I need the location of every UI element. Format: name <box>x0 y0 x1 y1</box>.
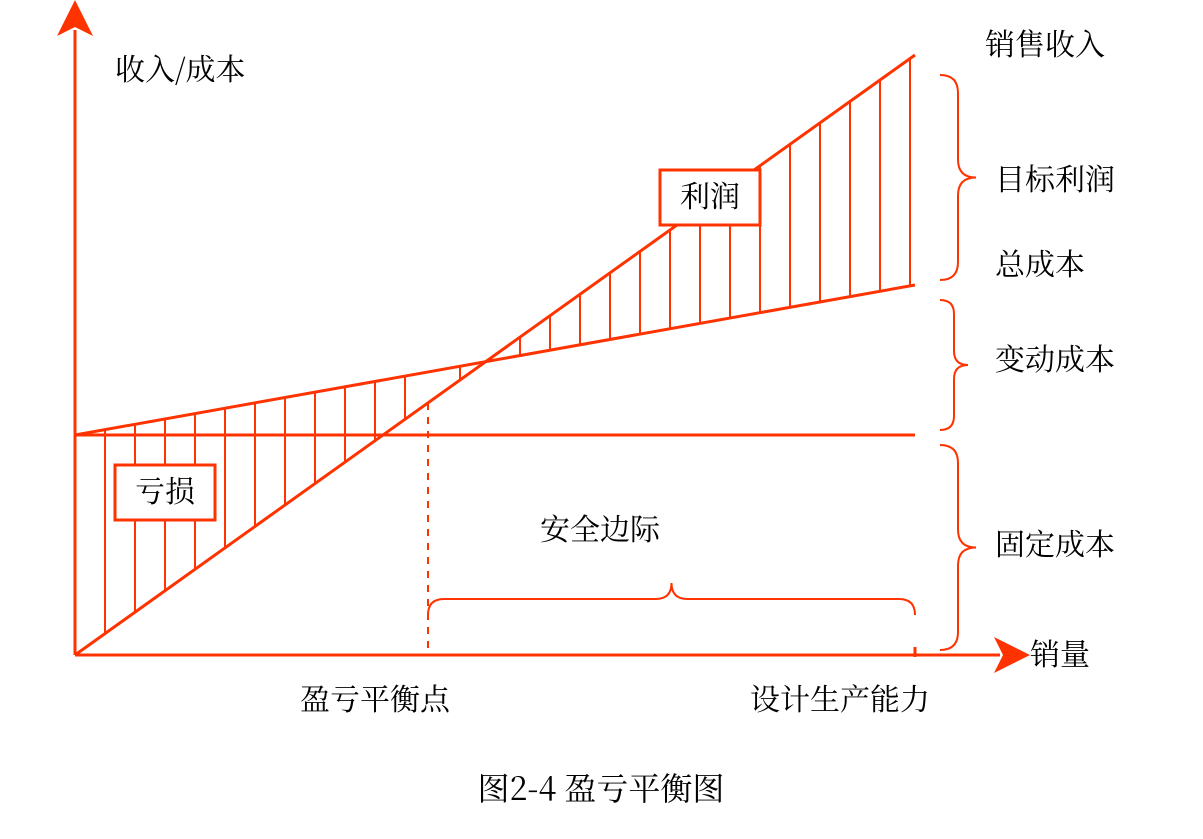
brace-target-profit <box>940 75 976 280</box>
y-axis-label: 收入/成本 <box>115 45 246 89</box>
brace-safety-margin <box>428 583 915 615</box>
capacity-label: 设计生产能力 <box>750 675 930 719</box>
target-profit-label: 目标利润 <box>995 155 1115 199</box>
safety-margin-label: 安全边际 <box>540 505 661 549</box>
loss-label: 亏损 <box>135 467 195 511</box>
brace-variable-cost <box>940 300 968 430</box>
revenue-line <box>75 55 915 655</box>
brace-fixed-cost <box>940 445 976 650</box>
breakeven-diagram: 亏损 利润 收入/成本 销量 盈亏平衡点 设计生产能力 销售收入 目标利润 总成… <box>0 0 1203 839</box>
total-cost-label: 总成本 <box>995 240 1085 284</box>
profit-label: 利润 <box>680 172 740 216</box>
figure-caption: 图2-4 盈亏平衡图 <box>478 764 725 810</box>
sales-revenue-label: 销售收入 <box>985 20 1105 64</box>
diagram-svg: 亏损 利润 收入/成本 销量 盈亏平衡点 设计生产能力 销售收入 目标利润 总成… <box>0 0 1203 839</box>
fixed-cost-label: 固定成本 <box>995 520 1115 564</box>
total-cost-line <box>75 285 915 435</box>
breakeven-label: 盈亏平衡点 <box>300 675 451 719</box>
variable-cost-label: 变动成本 <box>995 335 1115 379</box>
x-axis-label: 销量 <box>1030 630 1090 674</box>
